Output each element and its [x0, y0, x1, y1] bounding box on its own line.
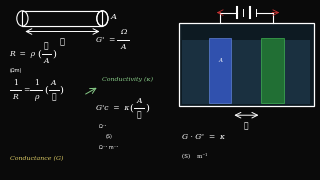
- Text: (Ωm): (Ωm): [10, 68, 22, 73]
- Text: A: A: [136, 97, 142, 105]
- Text: Ω⁻¹: Ω⁻¹: [99, 123, 108, 129]
- Text: Conductance (G): Conductance (G): [10, 156, 63, 161]
- Text: R  =  ρ: R = ρ: [10, 50, 36, 58]
- Bar: [22, 11, 102, 26]
- Text: ℓ: ℓ: [60, 39, 65, 47]
- Text: ℓ: ℓ: [52, 93, 56, 101]
- Text: A: A: [218, 58, 222, 63]
- Text: G'  =: G' =: [96, 36, 116, 44]
- Text: ): ): [52, 50, 56, 59]
- Bar: [261, 38, 284, 103]
- Text: (S)    m⁻¹: (S) m⁻¹: [182, 152, 208, 158]
- Text: R: R: [12, 93, 18, 101]
- Text: ℓ: ℓ: [44, 43, 49, 51]
- Text: ): ): [145, 103, 149, 112]
- Text: ρ: ρ: [34, 93, 38, 101]
- Text: =: =: [23, 86, 30, 94]
- Text: Ω: Ω: [120, 28, 126, 36]
- Text: 1: 1: [13, 79, 18, 87]
- Text: ℓ: ℓ: [137, 111, 141, 119]
- Text: A: A: [51, 79, 57, 87]
- Text: G'c  =  κ: G'c = κ: [96, 104, 129, 112]
- Text: A: A: [44, 57, 49, 65]
- Text: ℓ: ℓ: [244, 122, 249, 130]
- Bar: [182, 40, 310, 104]
- Text: G · Gᶜ  =  κ: G · Gᶜ = κ: [182, 133, 225, 141]
- Text: ): ): [60, 86, 63, 94]
- Bar: [209, 38, 231, 103]
- Text: (: (: [37, 50, 41, 59]
- Bar: [22, 11, 102, 26]
- Text: 1: 1: [34, 79, 39, 87]
- Text: Conductivity (κ): Conductivity (κ): [102, 76, 154, 82]
- Text: (: (: [44, 86, 48, 94]
- Bar: [179, 23, 314, 106]
- Text: (S): (S): [106, 134, 112, 139]
- Bar: [22, 11, 102, 26]
- Text: (: (: [130, 103, 133, 112]
- Text: A: A: [120, 43, 126, 51]
- Text: A: A: [110, 13, 116, 21]
- Text: Ω⁻¹ m⁻¹: Ω⁻¹ m⁻¹: [99, 145, 118, 150]
